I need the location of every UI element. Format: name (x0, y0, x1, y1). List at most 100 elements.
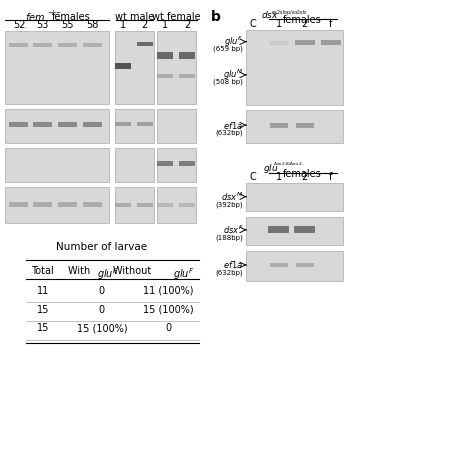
FancyBboxPatch shape (83, 122, 102, 127)
FancyBboxPatch shape (137, 42, 153, 46)
FancyBboxPatch shape (295, 40, 315, 45)
Text: $\it{fem}$: $\it{fem}$ (26, 10, 46, 23)
Text: $\it{glu}$: $\it{glu}$ (263, 162, 279, 175)
FancyBboxPatch shape (246, 30, 343, 105)
FancyBboxPatch shape (83, 202, 102, 207)
FancyBboxPatch shape (246, 217, 343, 245)
FancyBboxPatch shape (294, 226, 315, 233)
FancyBboxPatch shape (296, 123, 314, 128)
Text: 11: 11 (36, 285, 49, 296)
FancyBboxPatch shape (58, 122, 77, 127)
Text: b: b (211, 10, 221, 25)
Text: (659 bp): (659 bp) (213, 46, 243, 52)
FancyBboxPatch shape (179, 161, 195, 166)
FancyBboxPatch shape (179, 73, 195, 78)
Text: 15 (100%): 15 (100%) (143, 304, 193, 315)
FancyBboxPatch shape (33, 122, 52, 127)
Text: $\it{ef1a}$: $\it{ef1a}$ (223, 259, 243, 271)
FancyBboxPatch shape (115, 202, 131, 207)
FancyBboxPatch shape (179, 202, 195, 207)
FancyBboxPatch shape (9, 43, 28, 47)
Text: 15 (100%): 15 (100%) (77, 323, 127, 334)
Text: wt female: wt female (152, 11, 201, 22)
FancyBboxPatch shape (246, 251, 343, 281)
FancyBboxPatch shape (296, 263, 314, 267)
Text: wt male: wt male (115, 11, 154, 22)
FancyBboxPatch shape (33, 43, 52, 47)
Text: 58: 58 (86, 19, 99, 30)
Text: 2: 2 (184, 19, 191, 30)
FancyBboxPatch shape (270, 123, 288, 128)
Text: (508 bp): (508 bp) (213, 79, 243, 85)
Text: Total: Total (31, 266, 54, 276)
Text: C: C (249, 172, 256, 182)
Text: f: f (329, 172, 333, 182)
FancyBboxPatch shape (321, 40, 341, 45)
FancyBboxPatch shape (157, 31, 196, 104)
Text: $\it{ef1a}$: $\it{ef1a}$ (223, 119, 243, 131)
FancyBboxPatch shape (58, 43, 77, 47)
FancyBboxPatch shape (9, 122, 28, 127)
FancyBboxPatch shape (157, 73, 173, 78)
Text: 2: 2 (301, 172, 308, 182)
Text: Without: Without (113, 266, 154, 276)
Text: 1: 1 (120, 19, 126, 30)
Text: females: females (283, 169, 322, 179)
Text: C: C (249, 18, 256, 29)
FancyBboxPatch shape (157, 187, 196, 223)
FancyBboxPatch shape (5, 109, 109, 143)
FancyBboxPatch shape (246, 110, 343, 143)
FancyBboxPatch shape (270, 263, 288, 267)
Text: 15: 15 (36, 323, 49, 334)
Text: $\it{dsx}^M$: $\it{dsx}^M$ (221, 191, 243, 203)
FancyBboxPatch shape (115, 122, 131, 126)
Text: With: With (68, 266, 93, 276)
Text: Number of larvae: Number of larvae (56, 242, 147, 252)
FancyBboxPatch shape (115, 109, 154, 143)
Text: (632bp): (632bp) (216, 269, 243, 276)
Text: $\it{glu}^F$: $\it{glu}^F$ (224, 35, 243, 49)
Text: $\rm{^{\Delta ex2\text{-}8/\Delta ex2\text{-}}}$: $\rm{^{\Delta ex2\text{-}8/\Delta ex2\te… (273, 162, 304, 167)
FancyBboxPatch shape (5, 148, 109, 182)
FancyBboxPatch shape (157, 202, 173, 207)
Text: f: f (329, 18, 333, 29)
FancyBboxPatch shape (58, 202, 77, 207)
FancyBboxPatch shape (179, 52, 195, 59)
FancyBboxPatch shape (9, 202, 28, 207)
Text: 15: 15 (36, 304, 49, 315)
FancyBboxPatch shape (270, 40, 288, 45)
Text: 0: 0 (99, 285, 105, 296)
Text: $\rm{^{ex2stop/ex2stc}}$: $\rm{^{ex2stop/ex2stc}}$ (271, 9, 309, 16)
Text: 0: 0 (99, 304, 105, 315)
Text: 0: 0 (165, 323, 171, 334)
FancyBboxPatch shape (5, 187, 109, 223)
Text: 2: 2 (141, 19, 148, 30)
FancyBboxPatch shape (157, 52, 173, 59)
FancyBboxPatch shape (5, 31, 109, 104)
Text: 53: 53 (36, 19, 49, 30)
Text: 11 (100%): 11 (100%) (143, 285, 193, 296)
Text: $\it{glu}^M$: $\it{glu}^M$ (223, 68, 243, 82)
Text: (632bp): (632bp) (216, 129, 243, 136)
Text: 1: 1 (276, 172, 282, 182)
Text: 55: 55 (62, 19, 74, 30)
Text: $\it{dsx}$: $\it{dsx}$ (261, 9, 279, 19)
FancyBboxPatch shape (115, 63, 131, 69)
FancyBboxPatch shape (115, 31, 154, 104)
Text: (392bp): (392bp) (216, 201, 243, 208)
FancyBboxPatch shape (157, 109, 196, 143)
FancyBboxPatch shape (246, 183, 343, 211)
Text: 1: 1 (162, 19, 168, 30)
Text: 2: 2 (301, 18, 308, 29)
Text: females: females (52, 11, 91, 22)
FancyBboxPatch shape (115, 187, 154, 223)
FancyBboxPatch shape (115, 148, 154, 182)
FancyBboxPatch shape (83, 43, 102, 47)
Text: 52: 52 (13, 19, 25, 30)
FancyBboxPatch shape (268, 226, 289, 233)
Text: 1: 1 (276, 18, 282, 29)
FancyBboxPatch shape (137, 122, 153, 126)
Text: females: females (283, 15, 322, 25)
FancyBboxPatch shape (157, 161, 173, 166)
FancyBboxPatch shape (157, 148, 196, 182)
